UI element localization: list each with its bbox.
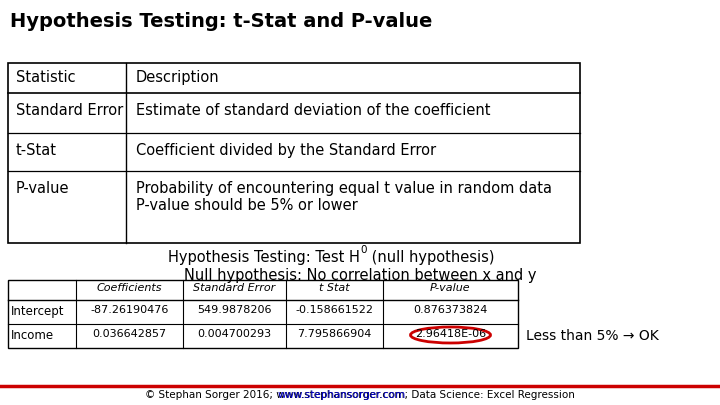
Text: Null hypothesis: No correlation between x and y: Null hypothesis: No correlation between … xyxy=(184,268,536,283)
Text: 0.876373824: 0.876373824 xyxy=(413,305,487,315)
FancyBboxPatch shape xyxy=(8,280,518,348)
Text: © Stephan Sorger 2016; www.stephansorger.com; Data Science: Excel Regression: © Stephan Sorger 2016; www.stephansorger… xyxy=(145,390,575,400)
Text: -0.158661522: -0.158661522 xyxy=(295,305,374,315)
Text: 549.9878206: 549.9878206 xyxy=(197,305,271,315)
Text: t Stat: t Stat xyxy=(319,283,350,293)
Text: -87.26190476: -87.26190476 xyxy=(90,305,168,315)
Text: 0.036642857: 0.036642857 xyxy=(92,329,166,339)
Text: Standard Error: Standard Error xyxy=(16,103,123,118)
Text: Income: Income xyxy=(11,329,54,342)
Text: Description: Description xyxy=(136,70,220,85)
FancyBboxPatch shape xyxy=(8,63,580,243)
Text: Probability of encountering equal t value in random data: Probability of encountering equal t valu… xyxy=(136,181,552,196)
Text: Less than 5% → OK: Less than 5% → OK xyxy=(526,329,659,343)
Text: P-value: P-value xyxy=(430,283,471,293)
Text: Coefficients: Coefficients xyxy=(96,283,162,293)
Text: www.stephansorger.com: www.stephansorger.com xyxy=(277,390,405,400)
Text: Statistic: Statistic xyxy=(16,70,76,85)
Text: Standard Error: Standard Error xyxy=(194,283,276,293)
Text: 2.96418E-06: 2.96418E-06 xyxy=(415,329,486,339)
Text: P-value should be 5% or lower: P-value should be 5% or lower xyxy=(136,198,358,213)
Text: (null hypothesis): (null hypothesis) xyxy=(367,250,495,265)
Text: t-Stat: t-Stat xyxy=(16,143,57,158)
Text: Hypothesis Testing: t-Stat and P-value: Hypothesis Testing: t-Stat and P-value xyxy=(10,12,433,31)
Text: 7.795866904: 7.795866904 xyxy=(297,329,372,339)
Text: 0: 0 xyxy=(360,245,366,255)
Text: Hypothesis Testing: Test H: Hypothesis Testing: Test H xyxy=(168,250,360,265)
Text: Estimate of standard deviation of the coefficient: Estimate of standard deviation of the co… xyxy=(136,103,490,118)
Text: Intercept: Intercept xyxy=(11,305,65,318)
Text: Coefficient divided by the Standard Error: Coefficient divided by the Standard Erro… xyxy=(136,143,436,158)
Text: P-value: P-value xyxy=(16,181,70,196)
Text: 0.004700293: 0.004700293 xyxy=(197,329,271,339)
